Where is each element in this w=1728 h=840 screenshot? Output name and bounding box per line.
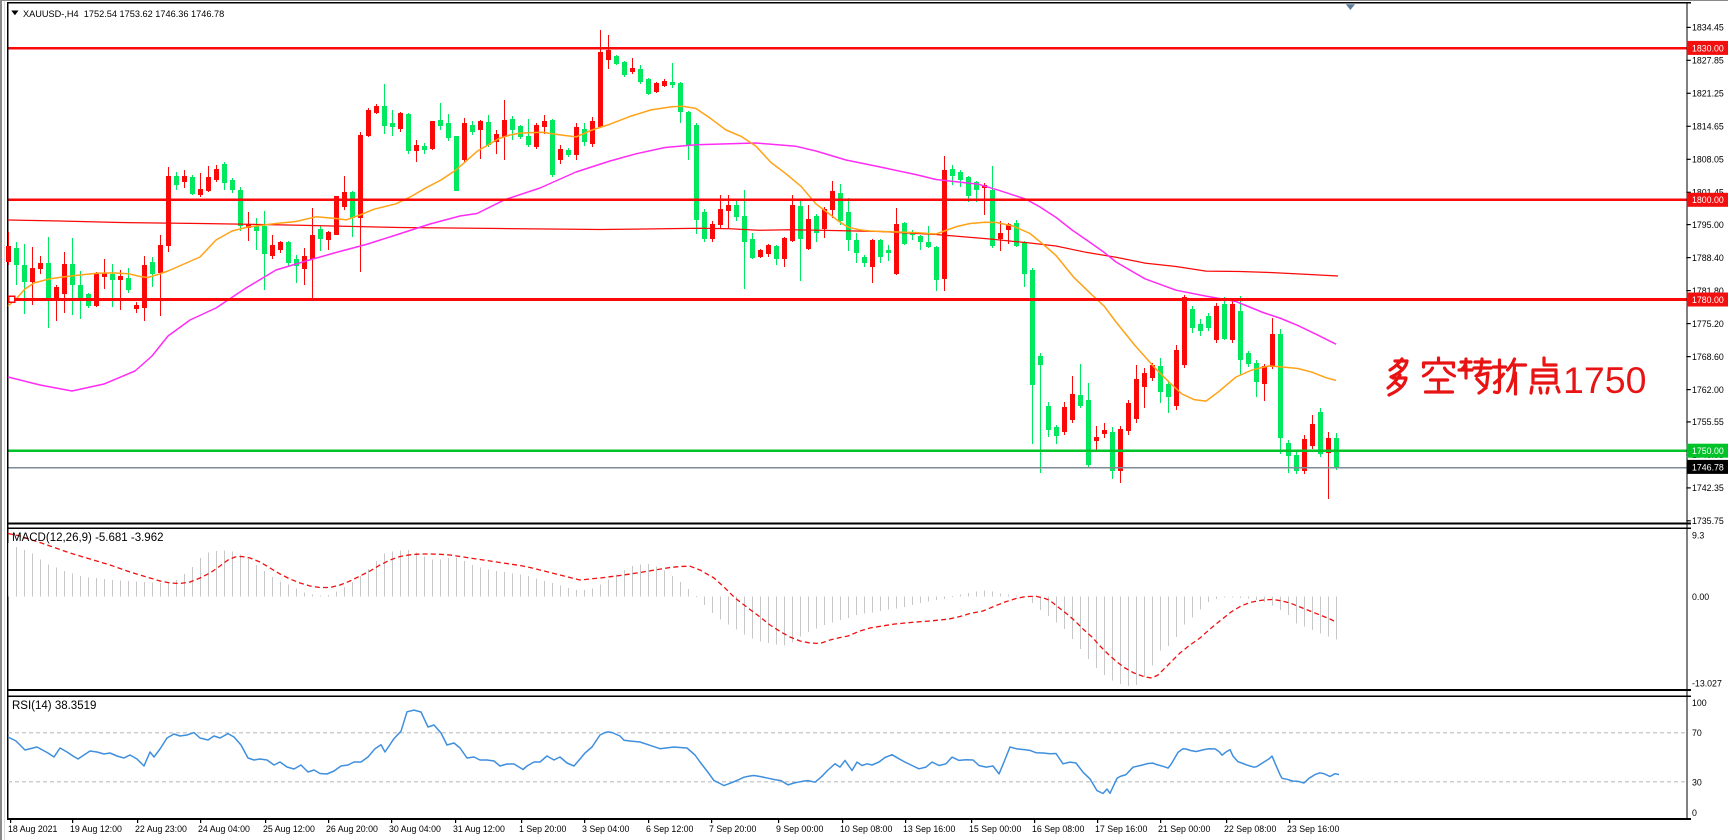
svg-text:1750: 1750 [1563,359,1646,401]
svg-text:1746.78: 1746.78 [1692,462,1724,472]
svg-text:30: 30 [1692,778,1702,788]
svg-text:1 Sep 20:00: 1 Sep 20:00 [519,824,567,834]
svg-text:16 Sep 08:00: 16 Sep 08:00 [1032,824,1084,834]
svg-text:1808.05: 1808.05 [1692,155,1724,165]
svg-text:1750.00: 1750.00 [1692,446,1724,456]
svg-text:9 Sep 00:00: 9 Sep 00:00 [776,824,824,834]
svg-text:1830.00: 1830.00 [1692,43,1724,53]
svg-text:21 Sep 00:00: 21 Sep 00:00 [1158,824,1210,834]
svg-text:1800.00: 1800.00 [1692,195,1724,205]
svg-text:10 Sep 08:00: 10 Sep 08:00 [840,824,892,834]
svg-text:1735.75: 1735.75 [1692,516,1724,526]
svg-text:1755.55: 1755.55 [1692,417,1724,427]
svg-text:3 Sep 04:00: 3 Sep 04:00 [582,824,630,834]
svg-text:1781.80: 1781.80 [1692,286,1724,296]
svg-text:1788.40: 1788.40 [1692,253,1724,263]
svg-text:15 Sep 00:00: 15 Sep 00:00 [969,824,1021,834]
svg-text:1827.85: 1827.85 [1692,56,1724,66]
svg-text:26 Aug 20:00: 26 Aug 20:00 [326,824,378,834]
svg-text:1795.00: 1795.00 [1692,220,1724,230]
svg-text:RSI(14) 38.3519: RSI(14) 38.3519 [12,700,96,712]
svg-text:1768.60: 1768.60 [1692,352,1724,362]
svg-text:6 Sep 12:00: 6 Sep 12:00 [646,824,694,834]
svg-text:19 Aug 12:00: 19 Aug 12:00 [70,824,122,834]
svg-text:100: 100 [1692,698,1707,708]
svg-text:0: 0 [1692,808,1697,818]
svg-text:22 Sep 08:00: 22 Sep 08:00 [1224,824,1276,834]
svg-text:30 Aug 04:00: 30 Aug 04:00 [389,824,441,834]
svg-text:7 Sep 20:00: 7 Sep 20:00 [709,824,757,834]
svg-text:1780.00: 1780.00 [1692,295,1724,305]
svg-text:31 Aug 12:00: 31 Aug 12:00 [453,824,505,834]
svg-text:-13.027: -13.027 [1692,678,1722,688]
svg-text:1775.20: 1775.20 [1692,319,1724,329]
svg-text:22 Aug 23:00: 22 Aug 23:00 [135,824,187,834]
svg-text:1762.00: 1762.00 [1692,385,1724,395]
svg-text:1821.25: 1821.25 [1692,89,1724,99]
svg-text:1814.65: 1814.65 [1692,122,1724,132]
svg-text:XAUUSD-,H4 1752.54 1753.62 17: XAUUSD-,H4 1752.54 1753.62 1746.36 1746.… [23,9,224,19]
svg-text:24 Aug 04:00: 24 Aug 04:00 [198,824,250,834]
svg-text:1801.45: 1801.45 [1692,188,1724,198]
svg-text:70: 70 [1692,728,1702,738]
svg-text:13 Sep 16:00: 13 Sep 16:00 [903,824,955,834]
svg-text:1834.45: 1834.45 [1692,23,1724,33]
svg-text:18 Aug 2021: 18 Aug 2021 [8,824,58,834]
svg-text:9.3: 9.3 [1692,530,1704,540]
svg-text:1742.35: 1742.35 [1692,483,1724,493]
svg-text:25 Aug 12:00: 25 Aug 12:00 [263,824,315,834]
svg-text:23 Sep 16:00: 23 Sep 16:00 [1287,824,1339,834]
svg-text:MACD(12,26,9) -5.681 -3.962: MACD(12,26,9) -5.681 -3.962 [12,532,164,544]
svg-text:17 Sep 16:00: 17 Sep 16:00 [1095,824,1147,834]
svg-text:0.00: 0.00 [1692,592,1709,602]
